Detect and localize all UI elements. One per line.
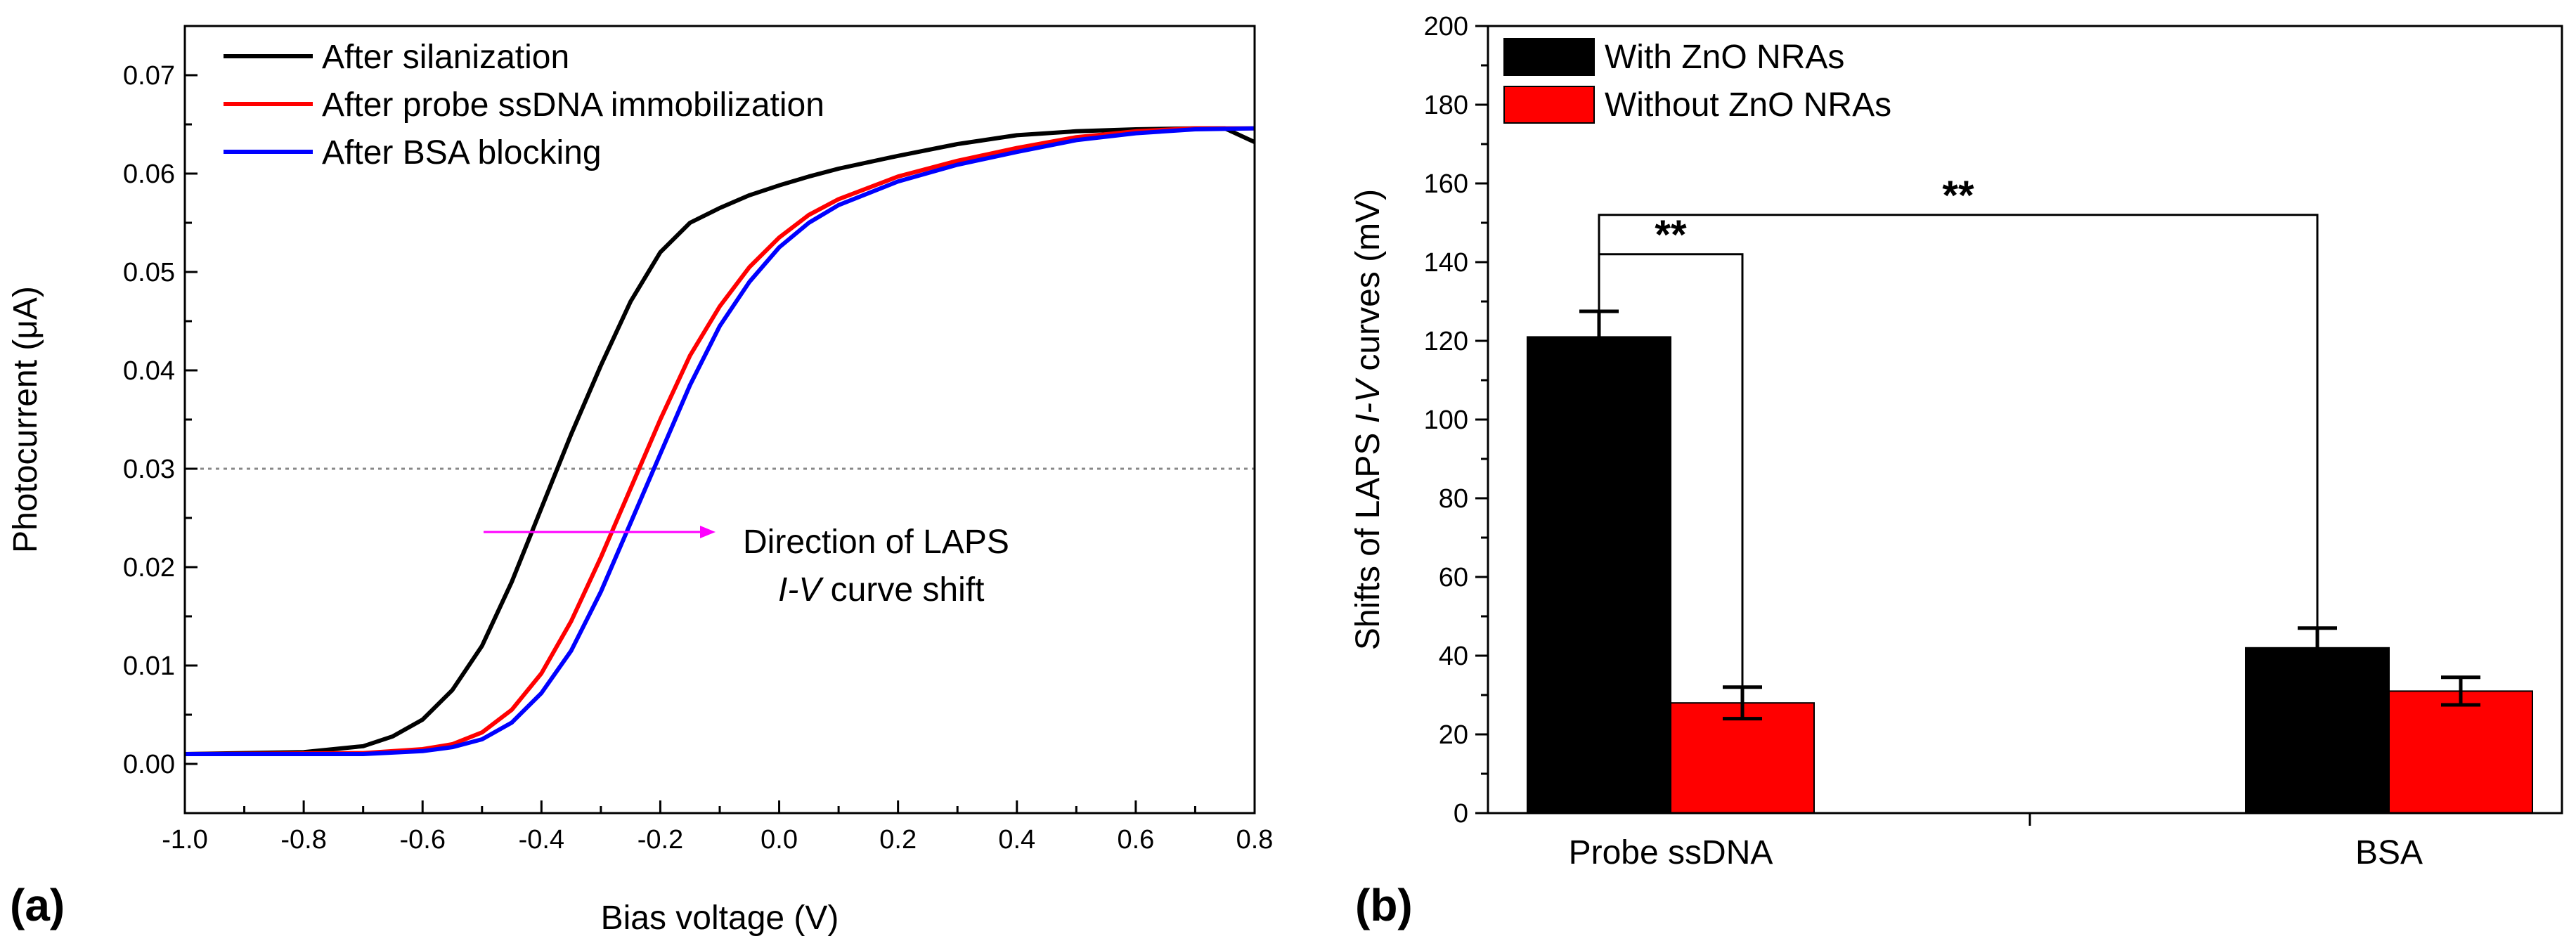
legend-label-after-probe-ssdna: After probe ssDNA immobilization <box>322 86 824 124</box>
y-tick-label: 0.07 <box>123 61 175 91</box>
curves-group <box>184 126 1256 756</box>
x-axis-title: Bias voltage (V) <box>601 900 839 937</box>
bar-probe-ssdna-with-zno-nras <box>1527 336 1671 814</box>
bars-group <box>1527 336 2533 815</box>
y-tick-label: 60 <box>1439 563 1468 592</box>
legend: After silanization After probe ssDNA imm… <box>224 39 824 171</box>
error-bars-group <box>1579 309 2480 721</box>
y-axis-title: Photocurrent (μA) <box>7 286 44 553</box>
y-tick-label: 180 <box>1424 91 1468 120</box>
y-axis-title: Shifts of LAPS I-V curves (mV) <box>1350 189 1387 650</box>
panel-label-a: (a) <box>10 880 65 930</box>
significance-bracket <box>1598 214 2319 628</box>
y-tick-label: 160 <box>1424 169 1468 199</box>
axis-ticks: -1.0 -0.8 -0.6 -0.4 -0.2 0.0 0.2 0.4 0.6 0.8 0.00 0… <box>123 61 1273 855</box>
panel-b-bar-chart: ** ** 0 20 40 60 80 100 120 140 160 180 200 Probe ss… <box>1350 12 2563 930</box>
annotation-line-1: Direction of LAPS <box>743 524 1009 561</box>
legend-swatch-with-zno <box>1503 38 1595 76</box>
y-tick-label: 0.01 <box>123 651 175 681</box>
legend-label-with-zno: With ZnO NRAs <box>1605 39 1844 76</box>
bar-probe-ssdna-without-zno-nras <box>1670 702 1815 815</box>
series-line-after-probe-ssdna-immobilization <box>184 126 1255 756</box>
shift-direction-arrow <box>484 526 716 538</box>
series-line-after-bsa-blocking <box>185 126 1255 756</box>
y-tick-label: 80 <box>1439 484 1468 514</box>
y-tick-label: 0.05 <box>123 258 175 287</box>
legend-label-without-zno: Without ZnO NRAs <box>1605 86 1891 124</box>
y-tick-label: 140 <box>1424 248 1468 278</box>
panel-label-b: (b) <box>1355 880 1413 930</box>
x-tick-label: 0.8 <box>1236 825 1274 855</box>
y-tick-label: 40 <box>1439 642 1468 671</box>
x-tick-label: -1.0 <box>162 825 207 855</box>
x-tick-label: 0.0 <box>760 825 798 855</box>
y-tick-label: 0 <box>1454 799 1468 829</box>
y-tick-label: 100 <box>1424 405 1468 435</box>
y-tick-label: 0.04 <box>123 356 175 386</box>
y-tick-label: 20 <box>1439 720 1468 750</box>
category-label-bsa: BSA <box>2355 834 2423 871</box>
y-tick-label: 0.00 <box>123 750 175 779</box>
y-tick-label: 200 <box>1424 12 1468 41</box>
legend-label-after-silanization: After silanization <box>322 39 569 76</box>
legend-label-after-bsa-blocking: After BSA blocking <box>322 134 602 171</box>
significance-label: ** <box>1655 212 1687 258</box>
x-tick-label: -0.6 <box>399 825 445 855</box>
panel-a-line-chart: -1.0 -0.8 -0.6 -0.4 -0.2 0.0 0.2 0.4 0.6 0.8 0.00 0… <box>7 25 1273 937</box>
bar-bsa-without-zno-nras <box>2388 690 2533 815</box>
legend-swatch-without-zno <box>1503 86 1595 124</box>
axis-ticks: 0 20 40 60 80 100 120 140 160 180 200 Probe ssDNA BS… <box>1424 12 2423 871</box>
bar-bsa-with-zno-nras <box>2245 647 2390 814</box>
y-tick-label: 120 <box>1424 327 1468 356</box>
x-tick-label: 0.4 <box>998 825 1035 855</box>
arrow-head <box>700 526 716 538</box>
legend: With ZnO NRAs Without ZnO NRAs <box>1503 38 1891 124</box>
significance-brackets: ** ** <box>1598 173 2319 687</box>
significance-label: ** <box>1942 173 1974 219</box>
x-tick-label: 0.2 <box>879 825 917 855</box>
x-tick-label: -0.4 <box>519 825 564 855</box>
y-tick-label: 0.02 <box>123 553 175 583</box>
y-tick-label: 0.06 <box>123 160 175 189</box>
category-label-probe-ssdna: Probe ssDNA <box>1569 834 1773 871</box>
x-tick-label: 0.6 <box>1117 825 1154 855</box>
series-line-after-silanization <box>184 126 1256 756</box>
x-tick-label: -0.2 <box>637 825 683 855</box>
x-tick-label: -0.8 <box>280 825 326 855</box>
annotation-line-2: I-V curve shift <box>778 571 984 609</box>
y-tick-label: 0.03 <box>123 455 175 484</box>
